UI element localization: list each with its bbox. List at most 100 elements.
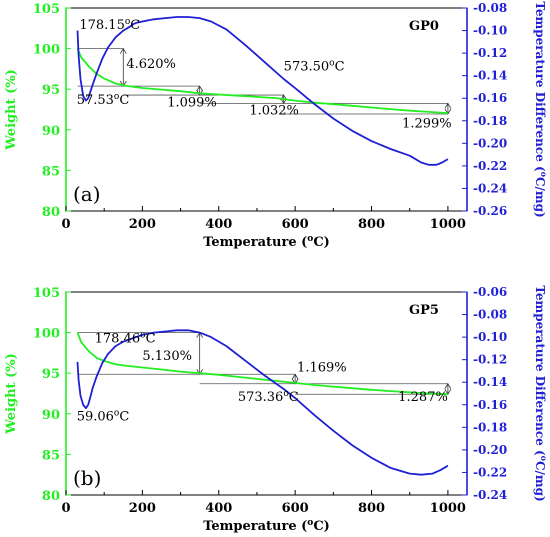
x-axis-label-sup: o xyxy=(307,234,313,244)
x-axis-label-sup: o xyxy=(307,518,313,528)
y-right-tick-label: -0.16 xyxy=(473,91,507,105)
annotation-sup: o xyxy=(114,408,119,418)
guide-arrow-head xyxy=(444,102,452,109)
annotation-main: 178.46 xyxy=(95,331,140,346)
y-right-tick-label: -0.26 xyxy=(473,204,507,218)
annotation-label: 573.36oC xyxy=(238,389,299,405)
annotation-label: 1.287% xyxy=(398,390,448,405)
annotation-unit: C xyxy=(119,409,129,424)
x-tick-label: 0 xyxy=(61,217,70,232)
annotation-main: 573.50 xyxy=(284,60,330,75)
sample-name: GP5 xyxy=(409,303,439,318)
annotation-unit: C xyxy=(335,60,345,75)
dta-curve xyxy=(76,16,449,166)
y-left-tick-label: 90 xyxy=(42,408,60,423)
guide-arrow-head xyxy=(119,47,127,54)
guide-arrow-head xyxy=(444,389,452,396)
y-left-axis-label: Weight (%) xyxy=(4,69,19,150)
annotation-main: 573.36 xyxy=(238,390,284,405)
x-tick-label: 1000 xyxy=(430,217,466,232)
annotation-unit: C xyxy=(130,18,140,33)
annotation-sup: o xyxy=(329,59,334,69)
annotation-label: 573.50oC xyxy=(284,59,345,75)
y-left-tick-label: 85 xyxy=(42,448,60,463)
annotation-label: 5.130% xyxy=(142,349,192,364)
y-left-tick-label: 105 xyxy=(33,286,60,301)
annotation-main: 59.06 xyxy=(77,409,114,424)
annotation-label: 57.53oC xyxy=(77,92,130,108)
y-left-tick-label: 100 xyxy=(33,43,60,58)
y-left-tick-label: 105 xyxy=(33,2,60,17)
y-right-tick-label: -0.08 xyxy=(473,308,507,322)
sample-name: GP0 xyxy=(409,19,439,34)
annotation-label: 1.032% xyxy=(249,103,299,118)
annotation-main: 4.620% xyxy=(126,57,176,72)
annotation-main: 57.53 xyxy=(77,93,114,108)
x-tick-label: 200 xyxy=(129,217,156,232)
annotation-label: 178.46oC xyxy=(95,330,156,346)
y-left-axis-label: Weight (%) xyxy=(4,353,19,434)
annotation-main: 5.130% xyxy=(142,349,192,364)
y-right-tick-label: -0.24 xyxy=(473,181,507,195)
x-tick-label: 800 xyxy=(358,217,385,232)
y-right-axis-label-sup: o xyxy=(539,172,549,178)
y-right-axis-label-main: Temperature Difference ( xyxy=(533,285,547,456)
x-tick-label: 600 xyxy=(282,501,309,516)
y-right-tick-label: -0.20 xyxy=(473,443,507,457)
x-tick-label: 800 xyxy=(358,501,385,516)
y-left-tick-label: 80 xyxy=(42,205,60,220)
annotation-main: 1.032% xyxy=(249,103,299,118)
y-right-axis-label: Temperature Difference (oC/mg) xyxy=(533,1,549,217)
annotation-main: 1.169% xyxy=(297,361,347,376)
x-axis-label-main: Temperature ( xyxy=(203,235,307,250)
annotation-main: 1.287% xyxy=(398,390,448,405)
y-right-tick-label: -0.22 xyxy=(473,159,507,173)
annotation-label: 1.169% xyxy=(297,361,347,376)
y-right-tick-label: -0.20 xyxy=(473,136,507,150)
y-right-tick-label: -0.08 xyxy=(473,1,507,15)
panel-letter: (a) xyxy=(73,182,101,206)
y-left-tick-label: 85 xyxy=(42,164,60,179)
x-tick-label: 0 xyxy=(61,501,70,516)
x-axis-label-main: Temperature ( xyxy=(203,519,307,534)
annotation-sup: o xyxy=(140,330,145,340)
x-tick-label: 200 xyxy=(129,501,156,516)
y-right-tick-label: -0.18 xyxy=(473,114,507,128)
y-right-tick-label: -0.14 xyxy=(473,69,507,83)
annotation-unit: C xyxy=(119,93,129,108)
panel-gp0: 0 200 400 600 800 1000 80 85 90 95 100 105 -0.26 -0.2… xyxy=(4,1,549,250)
y-right-tick-label: -0.22 xyxy=(473,465,507,479)
x-axis-label-end: C) xyxy=(313,519,330,534)
y-left-tick-label: 95 xyxy=(42,367,60,382)
guide-arrow-head xyxy=(291,373,299,380)
panel-letter: (b) xyxy=(73,466,101,490)
y-left-tick-label: 100 xyxy=(33,327,60,342)
annotation-label: 178.15oC xyxy=(79,17,140,33)
y-left-tick-label: 90 xyxy=(42,124,60,139)
y-right-tick-label: -0.12 xyxy=(473,353,507,367)
y-right-axis-label: Temperature Difference (oC/mg) xyxy=(533,285,549,501)
guide-arrow-head xyxy=(444,108,452,115)
y-right-axis-label-main: Temperature Difference ( xyxy=(533,1,547,172)
guide-arrow-head xyxy=(196,85,204,92)
y-right-axis-label-end: C/mg) xyxy=(533,461,547,502)
annotation-main: 178.15 xyxy=(79,18,125,33)
annotation-label: 4.620% xyxy=(126,57,176,72)
y-right-tick-label: -0.10 xyxy=(473,24,507,38)
annotation-unit: C xyxy=(289,390,299,405)
x-axis-label-end: C) xyxy=(313,235,330,250)
annotation-sup: o xyxy=(125,17,130,27)
y-right-axis-label-sup: o xyxy=(539,456,549,462)
panel-gp5: 0 200 400 600 800 1000 80 85 90 95 100 105 -0.24 -0.2… xyxy=(4,285,549,534)
annotation-unit: C xyxy=(146,331,156,346)
annotation-main: 1.099% xyxy=(167,95,217,110)
x-tick-label: 1000 xyxy=(430,501,466,516)
y-right-tick-label: -0.06 xyxy=(473,285,507,299)
y-right-tick-label: -0.18 xyxy=(473,420,507,434)
annotation-label: 59.06oC xyxy=(77,408,130,424)
annotation-sup: o xyxy=(114,92,119,102)
y-right-tick-label: -0.16 xyxy=(473,398,507,412)
y-right-tick-label: -0.14 xyxy=(473,375,507,389)
guide-arrow-head xyxy=(444,382,452,389)
